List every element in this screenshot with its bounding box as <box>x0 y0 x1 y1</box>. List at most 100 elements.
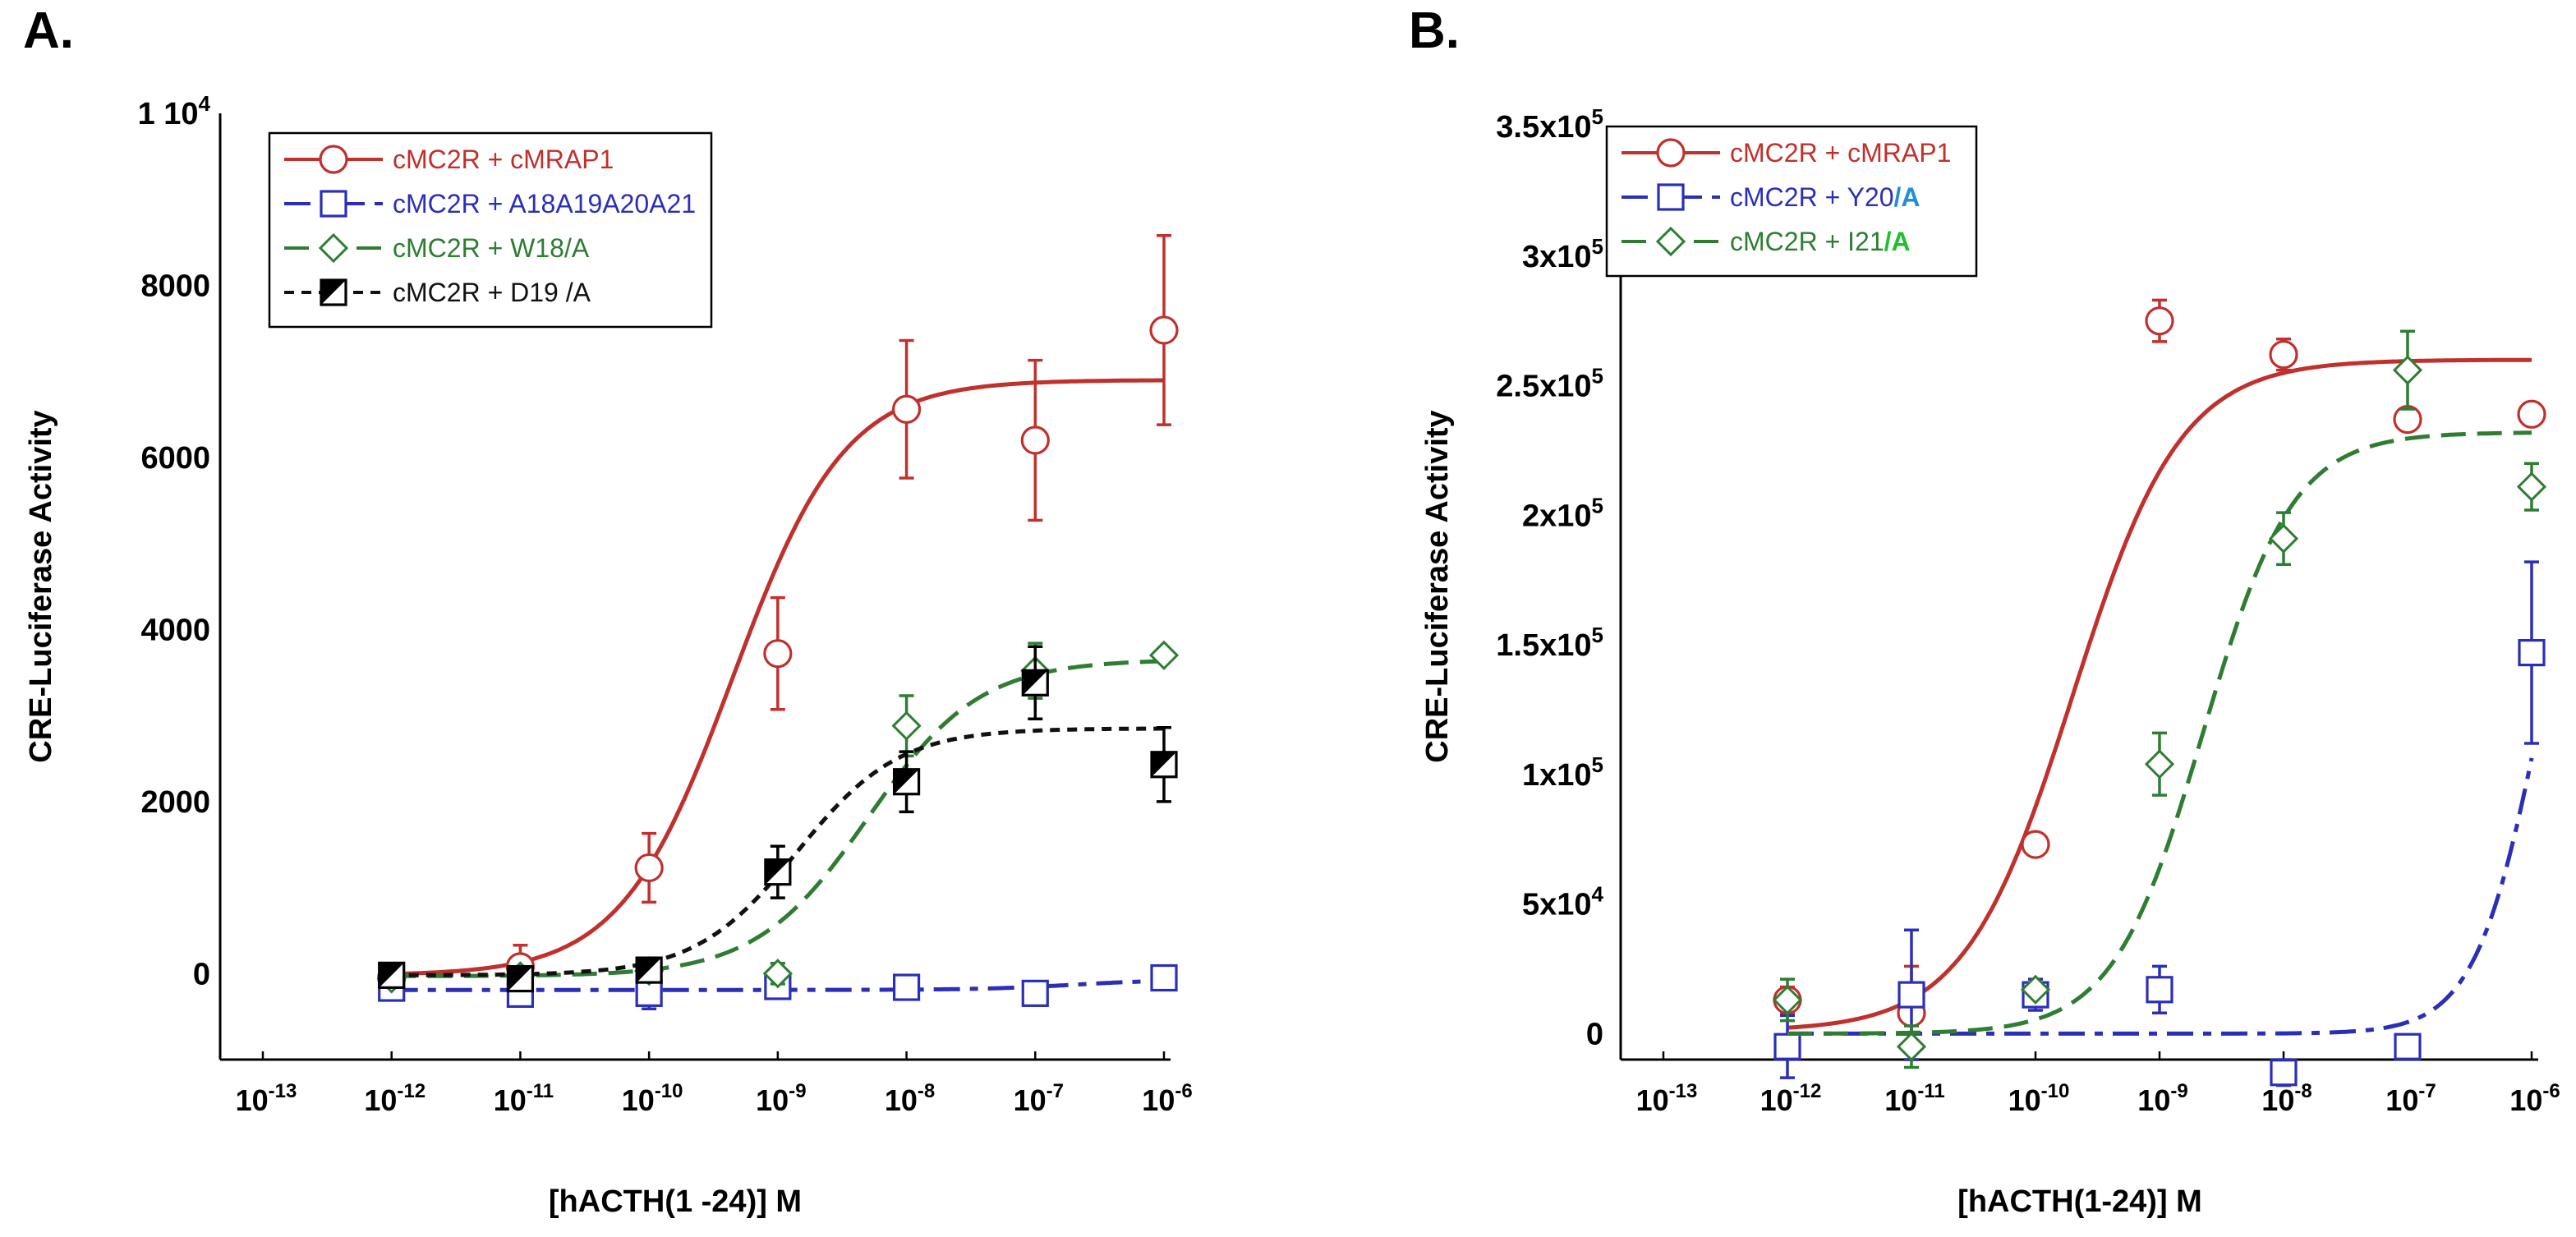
y-axis-label: CRE-Luciferase Activity <box>24 410 58 762</box>
data-point <box>2145 306 2174 336</box>
x-axis-label: [hACTH(1 -24)] M <box>549 1184 802 1219</box>
legend-entry-cmc2r-cmrap1: cMC2R + cMRAP1 <box>1730 138 1951 168</box>
y-tick-label-2000: 2000 <box>140 785 210 820</box>
x-tick-label-6: 10-6 <box>1142 1080 1192 1117</box>
y-tick-label-3-5x105: 3.5x105 <box>1496 104 1603 145</box>
marker-fill <box>1023 670 1048 696</box>
data-point <box>378 961 406 989</box>
fit-curve <box>1787 357 2532 1030</box>
legend-entry-cmc2r-d19-a: cMC2R + D19 /A <box>393 278 591 307</box>
data-point <box>891 710 922 741</box>
data-point <box>2392 355 2423 385</box>
data-point <box>1898 981 1925 1009</box>
data-point <box>1021 979 1049 1007</box>
marker-fill <box>1152 752 1176 777</box>
x-tick-label-11: 10-11 <box>1884 1080 1944 1117</box>
y-tick-label-5x104: 5x104 <box>1522 882 1604 922</box>
y-tick-label-2-5x105: 2.5x105 <box>1496 364 1603 404</box>
legend-marker <box>319 145 348 174</box>
legend-entry-cmc2r-i21-a: cMC2R + I21/A <box>1730 227 1911 256</box>
marker-fill <box>637 958 662 983</box>
data-point <box>2146 976 2174 1004</box>
x-tick-label-8: 10-8 <box>885 1080 935 1117</box>
data-point <box>2269 340 2298 370</box>
y-tick-label-8000: 8000 <box>140 269 210 303</box>
x-tick-label-13: 10-13 <box>236 1080 297 1117</box>
x-tick-label-10: 10-10 <box>2008 1080 2070 1117</box>
y-tick-label-4000: 4000 <box>140 613 210 647</box>
data-point <box>1772 985 1803 1015</box>
marker-fill <box>321 280 346 305</box>
data-point <box>1021 669 1049 697</box>
series-cmc2r-cmrap1 <box>1773 298 2546 1061</box>
data-point <box>1150 963 1178 992</box>
data-point <box>1150 751 1178 779</box>
x-tick-label-7: 10-7 <box>2385 1080 2436 1117</box>
data-point <box>1148 640 1180 670</box>
data-point <box>635 956 663 984</box>
x-tick-label-11: 10-11 <box>494 1080 554 1117</box>
legend-marker <box>1656 138 1686 168</box>
series-cmc2r-i21-a <box>1772 329 2547 1069</box>
x-axis-label: [hACTH(1-24)] M <box>1957 1184 2202 1219</box>
data-point <box>2517 399 2546 429</box>
data-point <box>892 768 921 796</box>
marker-fill <box>379 963 404 988</box>
legend-marker <box>318 232 349 264</box>
legend-marker <box>1655 226 1686 257</box>
data-point <box>2268 523 2299 554</box>
x-tick-label-12: 10-12 <box>1760 1080 1822 1117</box>
legend: cMC2R + cMRAP1 cMC2R + A18A19A20A21 cMC2R … <box>268 131 713 329</box>
data-point <box>762 959 793 989</box>
x-tick-label-12: 10-12 <box>364 1080 426 1117</box>
legend-entry-cmc2r-a18a19a20a21: cMC2R + A18A19A20A21 <box>393 189 696 218</box>
y-tick-label-1x105: 1x105 <box>1522 752 1603 793</box>
data-point <box>1773 1032 1801 1060</box>
y-tick-label-0: 0 <box>1586 1017 1603 1051</box>
x-tick-label-9: 10-9 <box>756 1080 806 1117</box>
x-tick-label-9: 10-9 <box>2137 1080 2187 1117</box>
legend-entry-cmc2r-y20-a: cMC2R + Y20/A <box>1730 182 1920 212</box>
marker-fill <box>894 769 919 794</box>
series-cmc2r-d19-a <box>378 645 1178 993</box>
legend-marker <box>1657 183 1685 211</box>
y-axis-label: CRE-Luciferase Activity <box>1420 410 1455 762</box>
data-point <box>1020 425 1050 455</box>
y-tick-label-1-5x105: 1.5x105 <box>1496 623 1603 663</box>
legend: cMC2R + cMRAP1 cMC2R + Y20/A cMC2R + I21/A <box>1605 125 1978 278</box>
x-tick-label-13: 10-13 <box>1636 1080 1698 1117</box>
data-point <box>506 964 535 993</box>
y-tick-label-2x105: 2x105 <box>1522 493 1603 533</box>
data-point <box>634 853 664 883</box>
panel-label-a: A. <box>23 2 74 59</box>
legend-entry-cmc2r-w18-a: cMC2R + W18/A <box>393 233 590 263</box>
legend-entry-cmc2r-cmrap1: cMC2R + cMRAP1 <box>393 145 614 174</box>
data-point <box>1149 315 1179 345</box>
panel-label-b: B. <box>1409 2 1460 59</box>
data-point <box>2021 830 2050 859</box>
data-point <box>2144 749 2175 779</box>
data-point <box>2516 471 2547 502</box>
y-tick-label-6000: 6000 <box>140 441 210 476</box>
data-point <box>763 639 793 669</box>
data-point <box>2020 974 2051 1005</box>
chart-panel-a: A. 0 2000 4000 6000 8000 1 104 10-13 10-12 10-11 1… <box>23 2 1193 1219</box>
data-point <box>892 973 921 1001</box>
data-point <box>891 394 922 424</box>
data-point <box>2518 638 2546 667</box>
legend-marker <box>320 190 347 218</box>
data-point <box>2394 1032 2422 1060</box>
x-tick-label-10: 10-10 <box>622 1080 683 1117</box>
data-point <box>764 858 792 886</box>
y-tick-label-1-104: 1 104 <box>138 91 211 131</box>
x-tick-label-6: 10-6 <box>2509 1080 2560 1117</box>
x-tick-label-7: 10-7 <box>1014 1080 1064 1117</box>
chart-panel-b: B. 0 5x104 1x105 1.5x105 2x105 2.5x105 3x105 3.5… <box>1409 2 2560 1219</box>
marker-fill <box>508 966 533 991</box>
y-tick-label-3x105: 3x105 <box>1522 234 1603 274</box>
legend-marker <box>320 278 347 306</box>
data-point <box>1896 1032 1927 1062</box>
data-point <box>2270 1059 2298 1087</box>
y-tick-label-0: 0 <box>193 957 210 991</box>
